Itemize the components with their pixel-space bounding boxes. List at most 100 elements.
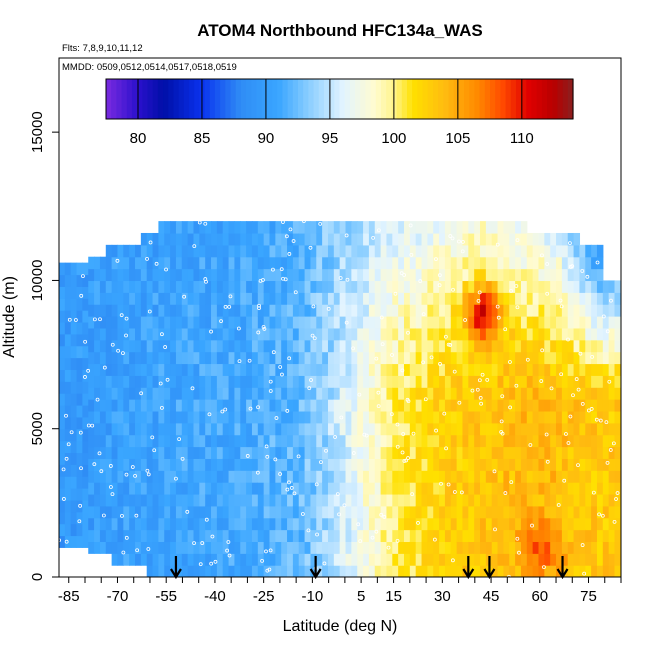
- heatmap-cell: [415, 505, 423, 519]
- heatmap-cell: [316, 244, 323, 258]
- heatmap-cell: [526, 434, 534, 448]
- heatmap-cell: [199, 280, 206, 293]
- heatmap-cell: [415, 375, 423, 388]
- heatmap-cell: [76, 393, 83, 406]
- heatmap-cell: [427, 434, 434, 448]
- heatmap-cell: [497, 565, 505, 577]
- sample-point: [285, 409, 290, 413]
- sample-point: [508, 405, 512, 410]
- heatmap-cell: [532, 256, 540, 270]
- heatmap-cell: [380, 268, 388, 282]
- heatmap-cell: [216, 434, 224, 448]
- heatmap-cell: [591, 553, 598, 566]
- heatmap-cell: [556, 232, 563, 246]
- heatmap-cell: [439, 434, 446, 448]
- heatmap-cell: [556, 268, 563, 282]
- heatmap-cell: [380, 470, 388, 483]
- heatmap-cell: [164, 221, 171, 234]
- heatmap-cell: [99, 268, 107, 282]
- heatmap-cell: [608, 410, 616, 424]
- heatmap-cell: [456, 470, 464, 483]
- heatmap-cell: [561, 387, 569, 400]
- heatmap-cell: [579, 292, 586, 305]
- heatmap-cell: [251, 553, 259, 566]
- heatmap-cell: [322, 221, 329, 234]
- heatmap-cell: [421, 482, 428, 495]
- heatmap-cell: [561, 363, 569, 376]
- heatmap-cell: [497, 351, 505, 365]
- heatmap-cell: [526, 316, 534, 329]
- heatmap-cell: [269, 493, 276, 507]
- sample-point: [477, 378, 482, 383]
- heatmap-cell: [111, 327, 119, 341]
- heatmap-cell: [374, 446, 382, 459]
- heatmap-cell: [503, 434, 510, 448]
- heatmap-cell: [240, 541, 247, 554]
- heatmap-cell: [368, 422, 376, 436]
- heatmap-cell: [99, 470, 107, 483]
- x-tick-label: 45: [483, 588, 500, 605]
- heatmap-cell: [579, 304, 586, 317]
- heatmap-cell: [450, 363, 458, 376]
- heatmap-cell: [59, 511, 66, 525]
- sample-point: [409, 252, 414, 257]
- heatmap-cell: [187, 244, 195, 258]
- heatmap-cell: [257, 422, 265, 436]
- heatmap-cell: [345, 410, 352, 424]
- heatmap-cell: [257, 529, 265, 543]
- colorbar: 80 85 90 95 100 105 110: [105, 78, 574, 147]
- sample-point: [448, 234, 453, 238]
- heatmap-cell: [602, 351, 610, 365]
- heatmap-cell: [263, 493, 271, 507]
- sample-point: [401, 432, 406, 436]
- heatmap-cell: [544, 327, 551, 341]
- heatmap-cell: [111, 422, 119, 436]
- colorbar-segment: [567, 79, 574, 119]
- sample-point: [476, 298, 481, 303]
- colorbar-segment: [142, 79, 149, 119]
- sample-point: [540, 253, 544, 258]
- heatmap-cell: [368, 529, 376, 543]
- heatmap-cell: [585, 399, 592, 412]
- heatmap-cell: [222, 541, 230, 554]
- heatmap-cell: [135, 280, 142, 293]
- heatmap-cell: [561, 553, 569, 566]
- heatmap-cell: [263, 553, 271, 566]
- heatmap-cell: [199, 351, 206, 365]
- heatmap-cell: [316, 304, 323, 317]
- sample-point: [400, 450, 405, 455]
- heatmap-cell: [292, 529, 300, 543]
- heatmap-cell: [591, 304, 598, 317]
- heatmap-cell: [322, 446, 329, 459]
- heatmap-cell: [251, 363, 259, 376]
- sample-point: [495, 304, 500, 309]
- heatmap-cell: [222, 410, 230, 424]
- heatmap-cell: [99, 256, 107, 270]
- heatmap-cell: [614, 410, 621, 424]
- sample-point: [594, 417, 599, 422]
- heatmap-cell: [351, 280, 358, 293]
- heatmap-cell: [140, 399, 148, 412]
- sample-point: [145, 256, 149, 261]
- heatmap-cell: [105, 410, 113, 424]
- heatmap-cell: [111, 316, 119, 329]
- heatmap-cell: [596, 470, 604, 483]
- heatmap-cell: [59, 499, 66, 513]
- heatmap-cell: [292, 327, 300, 341]
- heatmap-cell: [135, 316, 142, 329]
- heatmap-cell: [515, 529, 522, 543]
- heatmap-cell: [211, 529, 218, 543]
- sample-point: [479, 401, 483, 406]
- heatmap-cell: [170, 458, 177, 471]
- heatmap-cell: [485, 493, 493, 507]
- heatmap-cell: [497, 399, 505, 412]
- sample-point: [562, 478, 567, 483]
- heatmap-cell: [480, 434, 487, 448]
- heatmap-cell: [561, 410, 569, 424]
- heatmap-cell: [368, 446, 376, 459]
- dates-note: MMDD: 0509,0512,0514,0517,0518,0519: [62, 62, 237, 73]
- heatmap-cell: [234, 316, 241, 329]
- heatmap-cell: [491, 292, 499, 305]
- heatmap-cell: [234, 399, 241, 412]
- heatmap-cell: [240, 399, 247, 412]
